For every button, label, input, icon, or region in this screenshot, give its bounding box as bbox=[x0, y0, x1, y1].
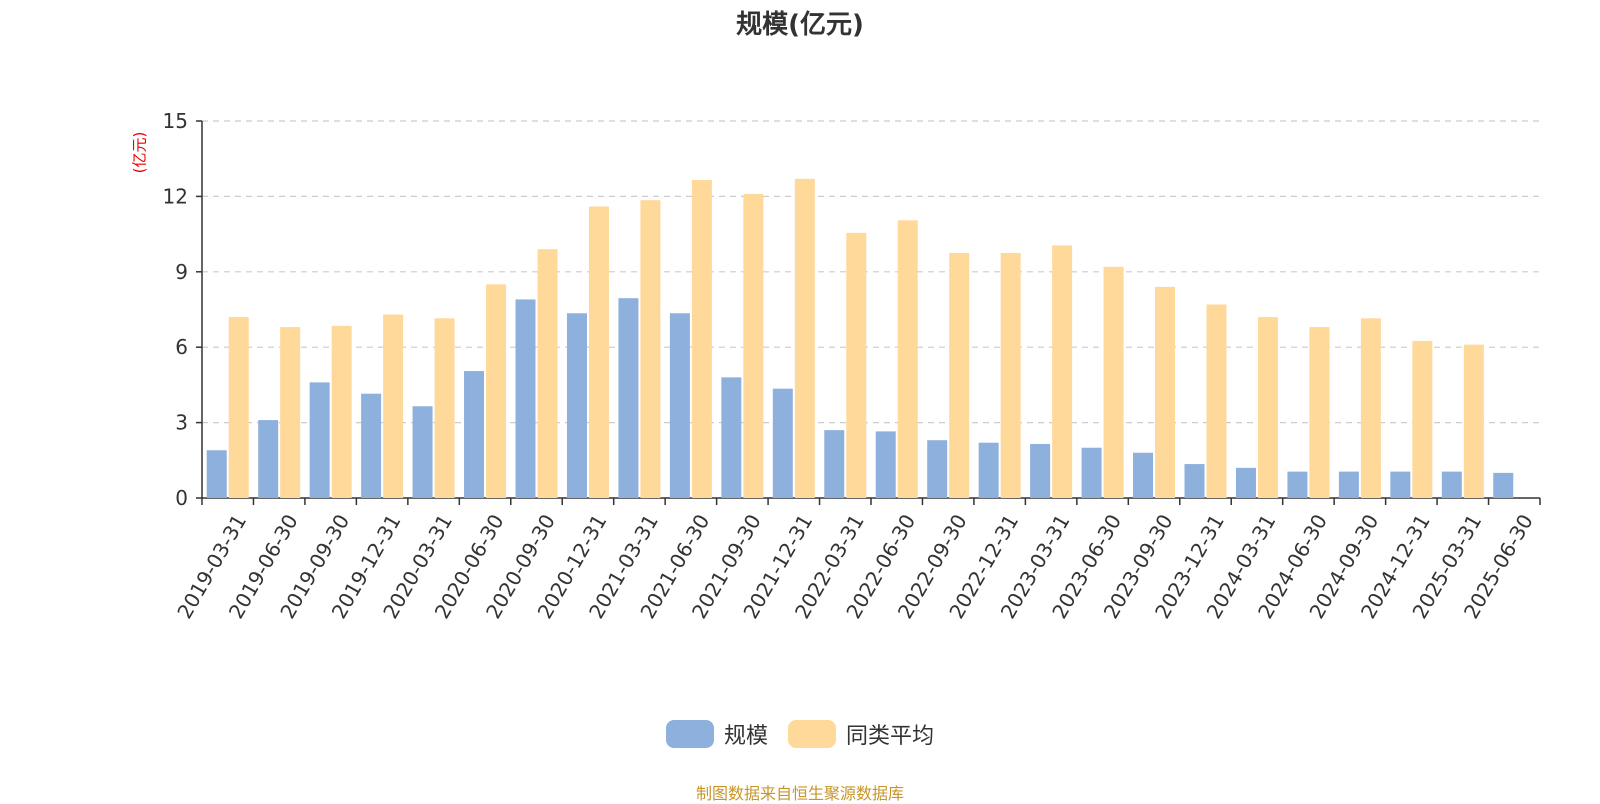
bar-scale[interactable] bbox=[927, 440, 948, 498]
bar-scale[interactable] bbox=[824, 430, 845, 498]
bar-category-average[interactable] bbox=[1155, 286, 1176, 498]
chart-title: 规模(亿元) bbox=[736, 10, 864, 40]
bar-scale[interactable] bbox=[618, 298, 639, 498]
bar-scale[interactable] bbox=[1287, 471, 1308, 498]
bar-category-average[interactable] bbox=[1360, 318, 1381, 498]
legend-item-category-average[interactable]: 同类平均 bbox=[788, 718, 934, 750]
bar-scale[interactable] bbox=[206, 450, 227, 498]
bar-category-average[interactable] bbox=[1412, 340, 1433, 498]
legend: 规模 同类平均 bbox=[0, 718, 1600, 750]
bar-scale[interactable] bbox=[258, 420, 279, 498]
bar-scale[interactable] bbox=[772, 388, 793, 498]
bar-category-average[interactable] bbox=[1206, 304, 1227, 498]
source-note: 制图数据来自恒生聚源数据库 bbox=[695, 784, 904, 803]
bar-scale[interactable] bbox=[1184, 464, 1205, 498]
bar-category-average[interactable] bbox=[1000, 252, 1021, 498]
bar-scale[interactable] bbox=[515, 299, 536, 498]
bar-category-average[interactable] bbox=[537, 249, 558, 498]
bar-category-average[interactable] bbox=[743, 193, 764, 499]
bar-category-average[interactable] bbox=[949, 252, 970, 498]
y-tick-label: 0 bbox=[175, 486, 188, 510]
legend-swatch-scale bbox=[665, 720, 714, 748]
bar-category-average[interactable] bbox=[1463, 344, 1484, 498]
y-tick-label: 12 bbox=[163, 184, 188, 208]
legend-label-scale: 规模 bbox=[723, 724, 768, 749]
bar-scale[interactable] bbox=[978, 442, 999, 498]
legend-label-category-average: 同类平均 bbox=[846, 724, 935, 749]
bar-category-average[interactable] bbox=[280, 327, 301, 498]
bar-category-average[interactable] bbox=[1309, 327, 1330, 498]
bar-scale[interactable] bbox=[1235, 467, 1256, 498]
bar-category-average[interactable] bbox=[331, 325, 352, 498]
bar-category-average[interactable] bbox=[846, 232, 867, 499]
y-tick-label: 9 bbox=[175, 260, 188, 284]
bar-category-average[interactable] bbox=[691, 180, 712, 498]
bar-scale[interactable] bbox=[1441, 471, 1462, 498]
bar-scale[interactable] bbox=[669, 313, 690, 498]
bar-category-average[interactable] bbox=[640, 200, 661, 499]
bar-scale[interactable] bbox=[464, 371, 485, 498]
bar-scale[interactable] bbox=[1493, 472, 1514, 498]
bar-scale[interactable] bbox=[1081, 447, 1102, 498]
bar-category-average[interactable] bbox=[1257, 317, 1278, 498]
bar-scale[interactable] bbox=[309, 382, 330, 498]
y-tick-label: 15 bbox=[163, 109, 188, 133]
y-tick-label: 6 bbox=[175, 335, 188, 359]
bar-category-average[interactable] bbox=[383, 314, 404, 498]
legend-swatch-category-average bbox=[788, 720, 836, 748]
bar-category-average[interactable] bbox=[794, 178, 815, 498]
bar-category-average[interactable] bbox=[1052, 245, 1073, 498]
legend-item-scale[interactable]: 规模 bbox=[665, 718, 768, 750]
bar-scale[interactable] bbox=[721, 377, 742, 498]
bar-category-average[interactable] bbox=[588, 206, 609, 498]
bar-scale[interactable] bbox=[361, 393, 382, 498]
bar-category-average[interactable] bbox=[486, 284, 507, 498]
bar-category-average[interactable] bbox=[228, 317, 249, 498]
bar-scale[interactable] bbox=[1133, 452, 1154, 498]
bar-scale[interactable] bbox=[566, 313, 587, 498]
y-tick-label: 3 bbox=[175, 411, 188, 435]
bar-category-average[interactable] bbox=[1103, 266, 1124, 498]
bar-scale[interactable] bbox=[1030, 443, 1051, 498]
bar-scale[interactable] bbox=[1338, 471, 1359, 498]
bar-scale[interactable] bbox=[412, 406, 433, 498]
bar-scale[interactable] bbox=[1390, 471, 1411, 498]
bar-category-average[interactable] bbox=[434, 318, 455, 498]
bar-category-average[interactable] bbox=[897, 220, 918, 498]
bar-scale[interactable] bbox=[875, 431, 896, 498]
